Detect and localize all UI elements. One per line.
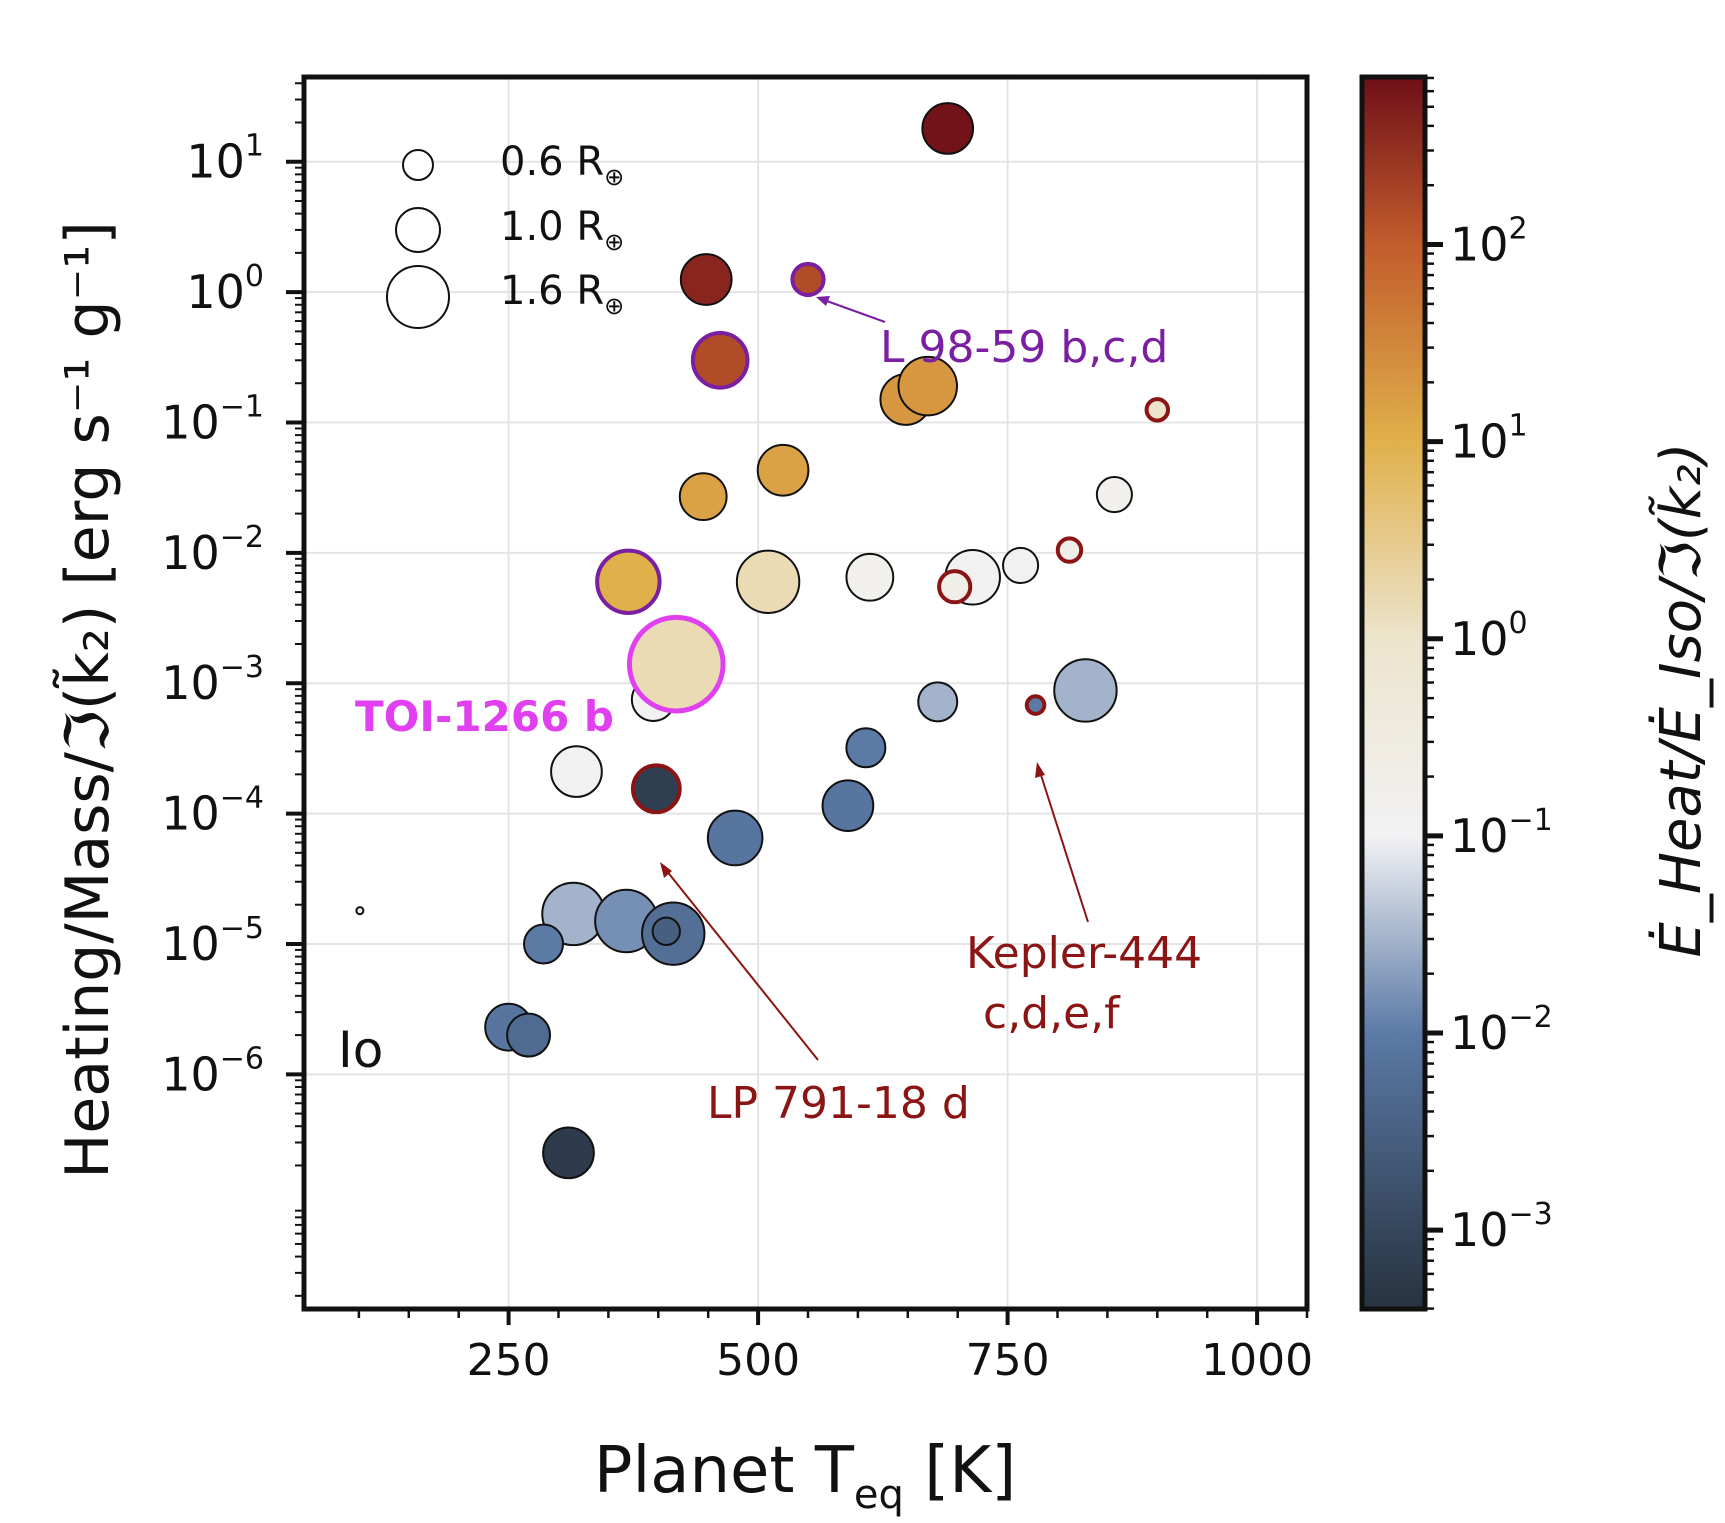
annotation-lp-791-18: LP 791-18 d [707,1078,970,1129]
y-axis-label: Heating/Mass/ℑ(k̃₂) [erg s⁻¹ g⁻¹] [52,221,123,1178]
colorbar-tick-label: 10−1 [1450,803,1553,863]
data-point [921,102,975,155]
data-point [1055,536,1084,564]
data-point [756,443,810,497]
size-legend-marker-large [386,265,450,329]
annotation-l98-59: L 98-59 b,c,d [880,322,1168,373]
y-tick-label: 10−3 [161,650,264,710]
data-point [706,809,764,867]
data-point [1053,658,1118,723]
data-point [679,253,733,306]
data-point [735,549,801,614]
data-point [917,681,959,723]
annotation-kepler-444: Kepler-444 [966,928,1202,979]
data-point [690,330,750,390]
data-point [523,923,565,965]
x-tick-label: 500 [716,1335,800,1386]
colorbar [1362,77,1425,1309]
data-point [821,779,875,833]
data-point [550,745,603,798]
data-point [595,548,662,615]
data-point [897,355,959,417]
y-tick-label: 10−5 [161,911,264,971]
data-point [1024,694,1047,716]
data-point [651,916,681,946]
size-legend-label-medium: 1.0 R⊕ [500,204,624,256]
y-tick-label: 10−6 [161,1041,264,1101]
data-point [845,727,887,769]
y-axis-ticks: 101 100 10−1 10−2 10−3 10−4 10−5 10−6 [161,82,304,1297]
colorbar-tick-label: 102 [1450,212,1528,272]
annotation-kepler-444-planets: c,d,e,f [983,988,1121,1039]
x-axis-ticks: 250 500 750 1000 [357,1309,1313,1386]
size-legend-marker-medium [395,207,441,253]
annotation-arrowhead-l98 [816,296,830,306]
y-tick-label: 101 [186,129,264,189]
colorbar-label: Ė_Heat/Ė_Iso/ℑ(k̃₂) [1649,443,1714,958]
data-point [678,472,728,522]
colorbar-tick-label: 10−2 [1450,1000,1553,1060]
x-axis-label: Planet Teq [K] [594,1434,1016,1518]
data-point [506,1012,552,1058]
annotation-arrow-lp791 [665,869,819,1061]
y-tick-label: 100 [186,259,264,319]
data-points [355,102,1171,1180]
annotation-arrow-l98 [823,299,886,323]
colorbar-tick-label: 100 [1450,606,1528,666]
data-point [1002,546,1040,585]
y-tick-label: 10−1 [161,389,264,449]
x-tick-label: 750 [966,1335,1050,1386]
data-point [845,552,895,602]
x-tick-label: 1000 [1201,1335,1313,1386]
data-point [1144,397,1171,423]
annotation-toi-1266: TOI-1266 b [355,692,614,741]
colorbar-frame [1359,74,1428,1312]
data-point [937,569,973,605]
size-legend-label-small: 0.6 R⊕ [500,139,624,191]
annotation-arrowhead-lp791 [660,862,672,878]
size-legend: 0.6 R⊕ 1.0 R⊕ 1.6 R⊕ [386,139,624,329]
colorbar-tick-label: 101 [1450,409,1528,469]
y-tick-label: 10−2 [161,520,264,580]
data-point [355,906,365,916]
data-point [790,261,826,298]
annotation-arrowhead-kepler [1035,762,1045,778]
colorbar-ticks: 102 101 100 10−1 10−2 10−3 [1425,76,1553,1310]
size-legend-marker-small [402,149,434,181]
annotation-arrow-kepler [1039,771,1089,923]
colorbar-tick-label: 10−3 [1450,1197,1553,1257]
annotations: L 98-59 b,c,d TOI-1266 b Kepler-444 c,d,… [338,296,1202,1129]
y-tick-label: 10−4 [161,781,264,841]
data-point [542,1126,595,1180]
data-point [626,614,726,714]
x-tick-label: 250 [467,1335,551,1386]
data-point [630,763,682,815]
plot-frame [301,74,1310,1312]
data-point [1095,476,1133,514]
annotation-io: Io [338,1021,383,1079]
size-legend-label-large: 1.6 R⊕ [500,268,624,320]
